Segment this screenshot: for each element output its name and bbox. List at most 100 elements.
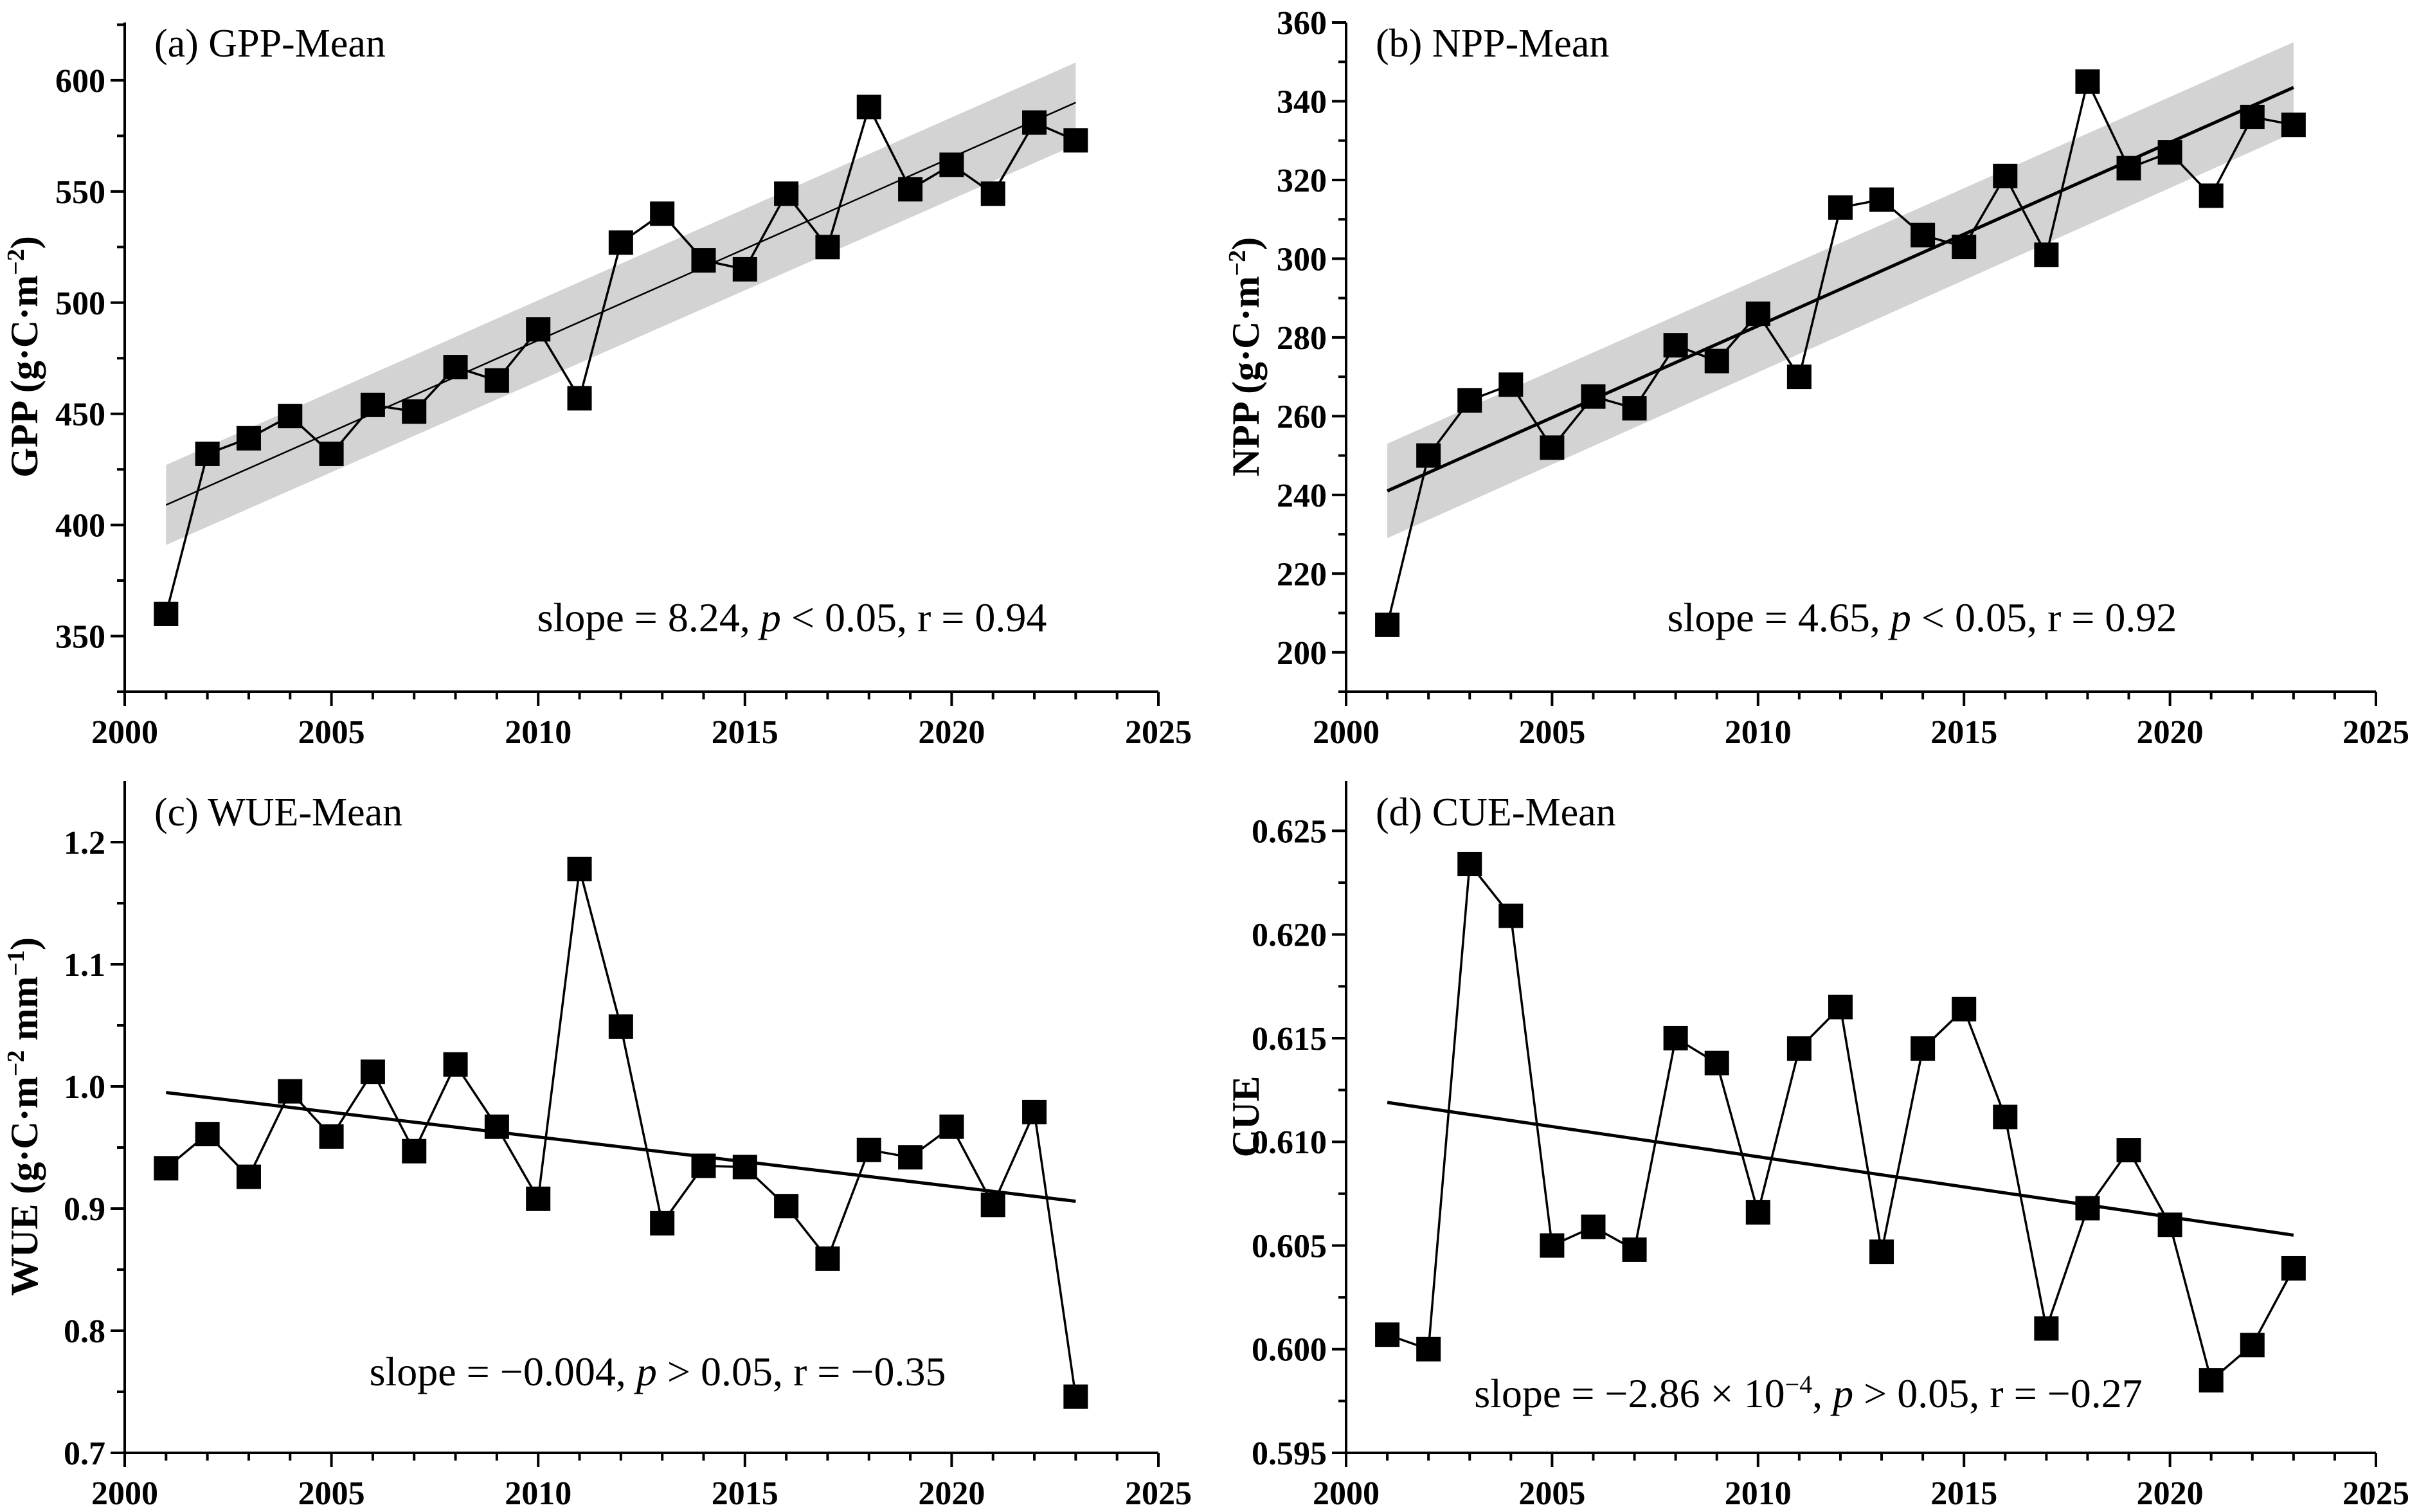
y-tick-label: 0.620: [1252, 917, 1327, 954]
italic-text: p: [1888, 595, 1911, 640]
data-point-2011: [1786, 364, 1812, 390]
text-segment: ): [3, 236, 46, 249]
text-segment: ,: [1812, 1371, 1833, 1416]
y-tick-label: 240: [1277, 478, 1327, 514]
text-segment: slope = −0.004,: [370, 1349, 636, 1394]
panel-title: (d) CUE-Mean: [1376, 791, 1616, 834]
text-segment: GPP (g·C·m: [3, 275, 46, 478]
data-point-2002: [1416, 443, 1441, 468]
superscript: −2: [1224, 250, 1251, 276]
text-segment: < 0.05, r = 0.92: [1911, 595, 2177, 640]
text-segment: WUE (g·C·m: [3, 1076, 46, 1296]
data-point-2012: [608, 1014, 633, 1039]
data-point-2011: [567, 856, 592, 881]
data-point-2003: [1457, 852, 1482, 877]
text-segment: ): [1225, 237, 1267, 250]
data-point-2023: [2281, 113, 2306, 138]
x-tick-label: 2020: [2137, 1475, 2204, 1512]
x-tick-label: 2005: [1518, 1475, 1585, 1512]
data-point-2017: [2034, 1316, 2059, 1341]
data-point-2014: [1911, 222, 1936, 248]
x-tick-label: 2025: [2343, 714, 2409, 751]
data-point-2002: [1416, 1336, 1441, 1362]
data-point-2015: [1952, 235, 1977, 260]
chart-panel-c: 2000 2005 2010 2015 2020 2025 0.7 0.8 0.9 1.0 1.1 1…: [3, 781, 1192, 1512]
trend-line: [1387, 1101, 2294, 1237]
y-tick-label: 320: [1277, 163, 1327, 199]
data-point-2015: [732, 256, 757, 282]
text-segment: slope = 8.24,: [537, 595, 760, 640]
x-tick-label: 2020: [2137, 714, 2204, 751]
data-point-2004: [1498, 903, 1524, 928]
data-point-2006: [1581, 1214, 1606, 1239]
x-tick-label: 2010: [1725, 714, 1792, 751]
x-tick-label: 2005: [298, 1475, 365, 1512]
superscript: −2: [3, 1050, 30, 1077]
data-point-2019: [898, 177, 923, 202]
data-point-2007: [402, 1138, 427, 1164]
x-tick-label: 2025: [2343, 1475, 2409, 1512]
data-point-2015: [1952, 996, 1977, 1022]
data-point-2019: [898, 1145, 923, 1170]
data-point-2014: [691, 1153, 716, 1178]
data-point-2008: [443, 355, 468, 380]
panel-title: (c) WUE-Mean: [154, 791, 402, 834]
y-tick-label: 360: [1277, 5, 1327, 42]
data-point-2022: [1022, 1099, 1047, 1124]
data-point-2023: [1063, 128, 1088, 153]
text-segment: slope = 4.65,: [1668, 595, 1891, 640]
y-axis-label: CUE: [1225, 1076, 1267, 1158]
text-segment: < 0.05, r = 0.94: [781, 595, 1047, 640]
x-tick-label: 2010: [505, 1475, 571, 1512]
data-point-2001: [1375, 612, 1400, 637]
y-tick-label: 0.605: [1252, 1228, 1327, 1264]
data-point-2009: [484, 368, 509, 393]
data-point-2005: [1540, 1233, 1565, 1258]
text-segment: NPP (g·C·m: [1225, 276, 1267, 477]
x-tick-label: 2000: [1313, 1475, 1380, 1512]
data-point-2002: [195, 441, 220, 466]
data-point-2006: [1581, 384, 1606, 409]
y-tick-label: 0.8: [64, 1313, 105, 1350]
data-point-2005: [319, 1124, 344, 1149]
data-point-2013: [650, 1210, 675, 1236]
y-tick-label: 0.595: [1252, 1436, 1327, 1472]
x-tick-label: 2000: [91, 714, 158, 751]
data-point-2010: [1745, 1200, 1770, 1225]
data-point-2006: [360, 392, 385, 417]
data-point-2007: [1622, 1237, 1647, 1262]
y-tick-label: 1.1: [64, 947, 105, 984]
y-tick-label: 500: [55, 285, 105, 322]
y-tick-label: 300: [1277, 241, 1327, 278]
text-segment: > 0.05, r = −0.27: [1853, 1371, 2143, 1416]
data-point-2017: [2034, 242, 2059, 267]
italic-text: p: [634, 1349, 657, 1394]
data-point-2002: [195, 1122, 220, 1147]
regression-annotation: slope = 4.65, p < 0.05, r = 0.92: [1668, 595, 2177, 640]
y-tick-label: 0.7: [64, 1436, 105, 1472]
data-point-2014: [691, 248, 716, 273]
x-tick-label: 2000: [1313, 714, 1380, 751]
superscript: −1: [3, 950, 30, 977]
x-tick-label: 2025: [1125, 714, 1192, 751]
data-point-2015: [732, 1155, 757, 1180]
data-point-2020: [2157, 1212, 2182, 1238]
y-axis-label: GPP (g·C·m−2): [3, 236, 46, 478]
data-point-2008: [443, 1052, 468, 1077]
data-point-2012: [608, 230, 633, 255]
data-point-2003: [236, 426, 261, 451]
y-tick-label: 1.2: [64, 825, 105, 861]
data-point-2008: [1663, 333, 1688, 358]
x-tick-label: 2025: [1125, 1475, 1192, 1512]
data-point-2001: [1375, 1322, 1400, 1347]
data-point-2021: [980, 181, 1005, 206]
data-point-2008: [1663, 1025, 1688, 1050]
data-point-2018: [2075, 1196, 2100, 1221]
y-tick-label: 0.9: [64, 1191, 105, 1228]
data-point-2016: [774, 1194, 799, 1219]
y-axis-label: NPP (g·C·m−2): [1224, 237, 1267, 476]
y-tick-label: 400: [55, 508, 105, 544]
x-tick-label: 2010: [1725, 1475, 1792, 1512]
data-point-2009: [484, 1114, 509, 1139]
italic-text: p: [758, 595, 781, 640]
